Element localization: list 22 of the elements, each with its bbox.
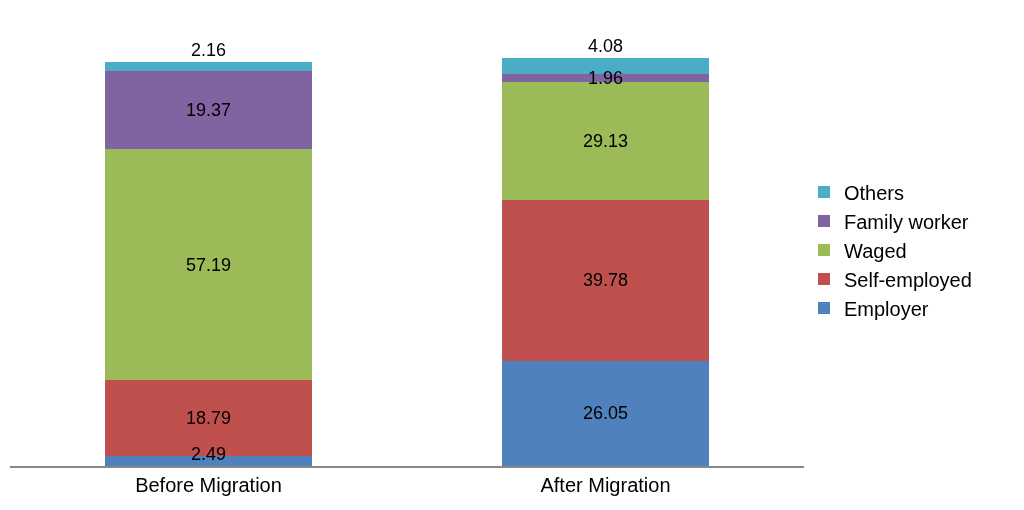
- legend-label: Waged: [844, 239, 907, 262]
- x-tick-label: After Migration: [540, 474, 671, 496]
- data-label: 19.37: [186, 100, 232, 120]
- data-label: 26.05: [583, 403, 629, 423]
- data-label: 29.13: [583, 131, 629, 151]
- data-label: 4.08: [588, 36, 624, 56]
- data-label: 39.78: [583, 270, 629, 290]
- legend-label: Family worker: [844, 210, 969, 233]
- bar: [502, 200, 709, 361]
- data-label: 57.19: [186, 255, 232, 275]
- data-label: 1.96: [588, 68, 624, 88]
- legend-label: Others: [844, 181, 905, 204]
- bar: [502, 360, 709, 466]
- bar: [502, 82, 709, 201]
- bar: [105, 70, 312, 150]
- data-label: 2.16: [191, 40, 227, 60]
- legend-label: Self-employed: [844, 268, 972, 291]
- data-label: 18.79: [186, 408, 232, 428]
- x-tick-label: Before Migration: [135, 474, 282, 496]
- bar: [105, 62, 312, 71]
- bar: [105, 149, 312, 381]
- legend-label: Employer: [844, 297, 929, 320]
